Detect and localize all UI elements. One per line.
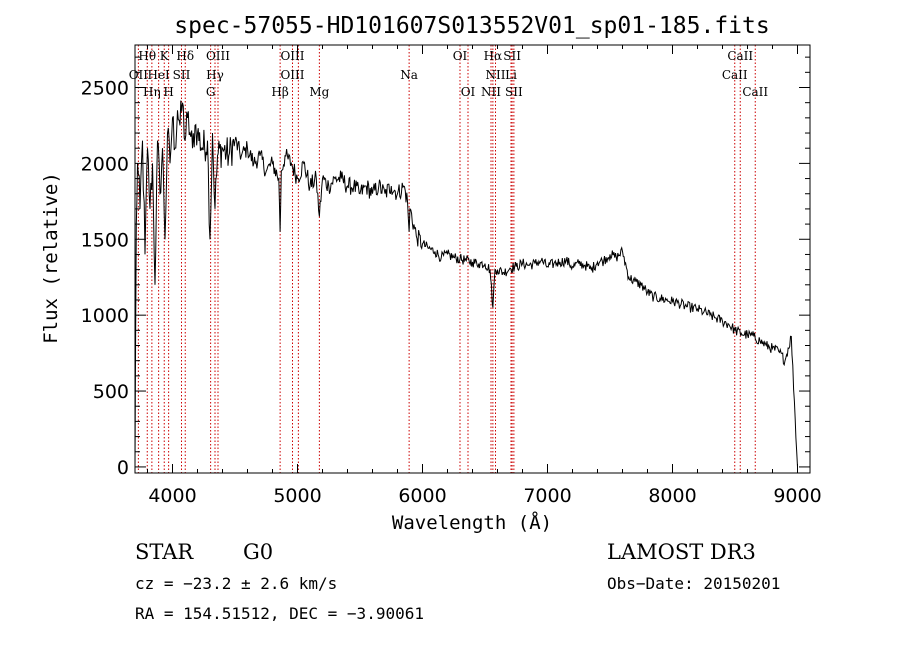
line-label: OII [129,68,149,82]
spectral-subclass: G0 [243,540,274,564]
y-axis-label: Flux (relative) [40,172,62,344]
object-type: STAR [135,540,194,564]
line-label: NII [486,68,506,82]
line-label: Hγ [206,68,224,82]
line-label: SII [503,49,521,63]
y-axis-ticks: 0 500 1000 1500 2000 2500 [81,56,810,479]
line-label: CaII [722,68,748,82]
line-label: Hδ [176,49,194,63]
line-label: OIII [280,68,304,82]
line-label: Na [400,68,418,82]
line-label: OI [461,85,476,99]
x-axis-ticks: 4000 5000 6000 7000 8000 9000 [147,45,822,507]
x-tick-label: 6000 [398,485,446,507]
redshift-value: cz = −23.2 ± 2.6 km/s [135,574,338,593]
plot-frame [134,44,811,474]
line-label: SII [173,68,191,82]
x-tick-label: 7000 [523,485,571,507]
line-label: OIII [206,49,230,63]
line-label: Hα [484,49,503,63]
y-tick-label: 1500 [81,229,129,251]
y-tick-label: 2500 [81,77,129,99]
line-label: OIII [280,49,304,63]
x-axis-label: Wavelength (Å) [392,511,552,534]
x-tick-label: 9000 [773,485,821,507]
spectral-line-markers [137,45,756,473]
line-label: H [163,85,173,99]
y-tick-label: 500 [93,381,129,403]
line-label: Hθ [138,49,156,63]
line-label: G [206,85,216,99]
line-label: HeI [147,68,170,82]
line-label: Li [505,68,517,82]
line-label: OI [453,49,468,63]
line-label: K [160,49,170,63]
spectrum-line [134,100,798,467]
line-label: SII [505,85,523,99]
x-tick-label: 5000 [273,485,321,507]
survey-name: LAMOST DR3 [607,540,756,564]
line-label: NII [481,85,501,99]
x-tick-label: 4000 [148,485,196,507]
y-tick-label: 2000 [81,153,129,175]
chart-title: spec-57055-HD101607S013552V01_sp01-185.f… [174,13,769,39]
line-label: Hη [143,85,161,99]
line-label: Mg [309,85,329,99]
line-label: CaII [727,49,753,63]
x-tick-label: 8000 [648,485,696,507]
observation-date: Obs−Date: 20150201 [607,574,781,593]
sky-coordinates: RA = 154.51512, DEC = −3.90061 [135,604,424,623]
line-label: Hβ [271,85,288,99]
line-label: CaII [742,85,768,99]
y-tick-label: 1000 [81,305,129,327]
y-tick-label: 0 [117,457,129,479]
